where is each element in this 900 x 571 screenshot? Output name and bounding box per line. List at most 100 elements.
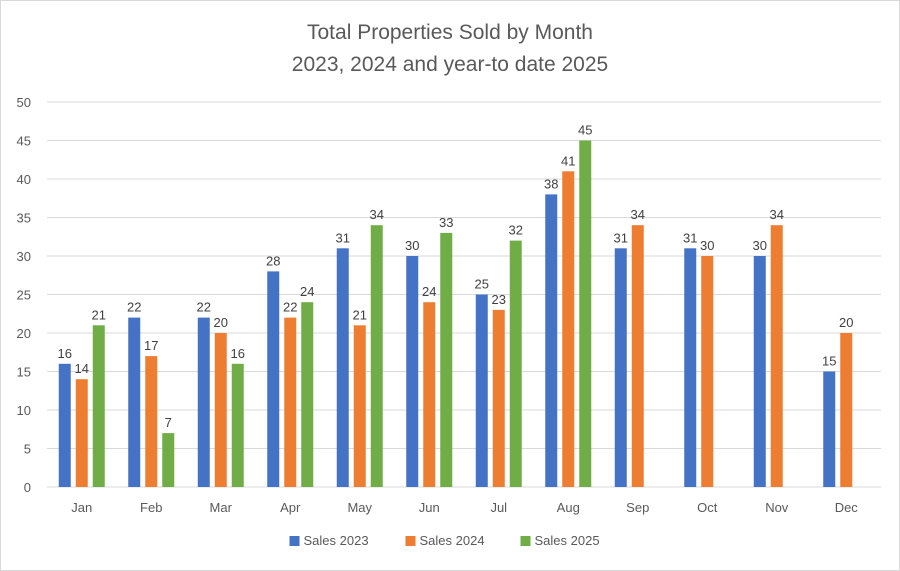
y-tick-label: 10 (17, 403, 31, 418)
data-label: 28 (266, 253, 280, 268)
bar-sep-sales-2024 (631, 225, 644, 487)
data-label: 21 (92, 307, 106, 322)
data-label: 31 (336, 230, 350, 245)
data-label: 22 (283, 300, 297, 315)
data-label: 41 (561, 153, 575, 168)
y-tick-label: 35 (17, 211, 31, 226)
x-tick-label: Jan (71, 500, 92, 515)
bar-oct-sales-2023 (684, 248, 697, 487)
data-label: 38 (544, 176, 558, 191)
data-label: 15 (822, 354, 836, 369)
bar-may-sales-2025 (370, 225, 383, 487)
bar-jun-sales-2025 (440, 232, 453, 487)
bar-jun-sales-2023 (406, 256, 419, 487)
y-tick-label: 20 (17, 326, 31, 341)
data-label: 17 (144, 338, 158, 353)
x-tick-label: Oct (697, 500, 718, 515)
bar-aug-sales-2024 (562, 171, 575, 488)
bar-feb-sales-2023 (128, 317, 141, 487)
x-tick-label: May (347, 500, 372, 515)
data-label: 30 (700, 238, 714, 253)
legend-label: Sales 2024 (420, 533, 485, 548)
y-tick-label: 15 (17, 365, 31, 380)
y-tick-label: 50 (17, 95, 31, 110)
y-tick-label: 25 (17, 288, 31, 303)
legend-swatch (289, 536, 300, 546)
legend-swatch (520, 536, 531, 546)
y-tick-label: 45 (17, 134, 31, 149)
bar-oct-sales-2024 (701, 256, 714, 487)
y-tick-label: 40 (17, 172, 31, 187)
bar-dec-sales-2024 (840, 333, 853, 487)
x-tick-label: Aug (557, 500, 580, 515)
data-label: 25 (475, 277, 489, 292)
legend-swatch (405, 536, 416, 546)
bar-jan-sales-2023 (58, 363, 71, 487)
data-label: 45 (578, 123, 592, 138)
bar-may-sales-2024 (353, 325, 366, 487)
y-axis-ticks: 0 5 10 15 20 25 30 35 40 45 50 (17, 95, 31, 495)
bar-jul-sales-2024 (492, 309, 505, 487)
data-label: 23 (492, 292, 506, 307)
bar-jan-sales-2024 (75, 379, 88, 487)
x-tick-label: Mar (210, 500, 233, 515)
bar-jan-sales-2025 (92, 325, 105, 487)
data-label: 24 (300, 284, 314, 299)
data-label: 31 (614, 230, 628, 245)
x-tick-label: Jul (490, 500, 507, 515)
chart-title: Total Properties Sold by Month (307, 21, 593, 44)
bar-apr-sales-2024 (284, 317, 297, 487)
bar-apr-sales-2023 (267, 271, 280, 487)
bar-jul-sales-2025 (509, 240, 522, 487)
legend-label: Sales 2025 (535, 533, 600, 548)
bar-feb-sales-2025 (162, 433, 175, 487)
bar-feb-sales-2024 (145, 356, 158, 487)
legend: Sales 2023 Sales 2024 Sales 2025 (289, 533, 600, 548)
data-label: 22 (127, 300, 141, 315)
x-tick-label: Nov (765, 500, 789, 515)
data-label: 34 (770, 207, 784, 222)
data-label: 32 (509, 223, 523, 238)
bar-apr-sales-2025 (301, 302, 314, 487)
data-label: 16 (58, 346, 72, 361)
x-axis-ticks: Jan Feb Mar Apr May Jun Jul Aug Sep Oct Nov Dec (71, 500, 858, 515)
data-label: 30 (753, 238, 767, 253)
bar-sep-sales-2023 (614, 248, 627, 487)
data-label: 16 (231, 346, 245, 361)
bar-nov-sales-2024 (770, 225, 783, 487)
bar-aug-sales-2025 (579, 140, 592, 487)
data-label: 34 (631, 207, 645, 222)
bar-dec-sales-2023 (823, 371, 836, 487)
chart-subtitle: 2023, 2024 and year-to date 2025 (292, 53, 608, 76)
data-labels: 1614212217722201628222431213430243325233… (58, 123, 854, 431)
legend-label: Sales 2023 (304, 533, 369, 548)
data-label: 7 (165, 415, 172, 430)
bar-mar-sales-2024 (214, 333, 227, 487)
data-label: 34 (370, 207, 384, 222)
data-label: 21 (353, 307, 367, 322)
x-tick-label: Feb (140, 500, 162, 515)
bar-mar-sales-2025 (231, 363, 244, 487)
x-tick-label: Jun (419, 500, 440, 515)
x-tick-label: Sep (626, 500, 649, 515)
bar-jun-sales-2024 (423, 302, 436, 487)
bar-aug-sales-2023 (545, 194, 558, 487)
data-label: 22 (197, 300, 211, 315)
bars (58, 140, 853, 488)
x-tick-label: Apr (280, 500, 301, 515)
data-label: 20 (214, 315, 228, 330)
data-label: 33 (439, 215, 453, 230)
data-label: 30 (405, 238, 419, 253)
y-tick-label: 0 (24, 480, 31, 495)
data-label: 31 (683, 230, 697, 245)
gridlines (47, 101, 881, 488)
data-label: 14 (75, 361, 89, 376)
x-tick-label: Dec (835, 500, 859, 515)
data-label: 20 (839, 315, 853, 330)
bar-jul-sales-2023 (475, 294, 488, 487)
bar-mar-sales-2023 (197, 317, 210, 487)
data-label: 24 (422, 284, 436, 299)
y-tick-label: 30 (17, 249, 31, 264)
